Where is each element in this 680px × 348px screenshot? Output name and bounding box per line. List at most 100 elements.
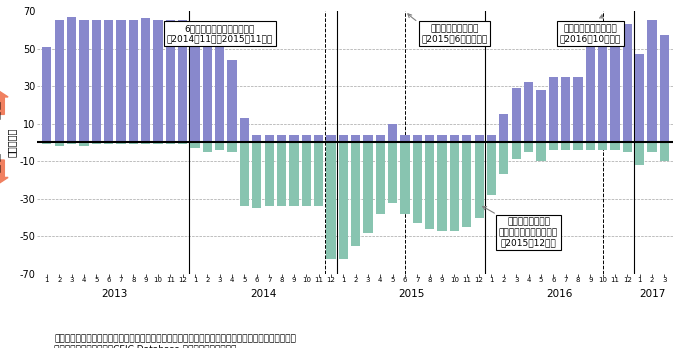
Bar — [80, 142, 88, 146]
Bar — [326, 142, 335, 259]
Bar — [413, 135, 422, 142]
Bar — [302, 142, 311, 206]
Bar — [511, 88, 521, 142]
Bar — [449, 135, 459, 142]
Bar — [116, 142, 126, 144]
Bar — [67, 17, 76, 142]
Bar — [166, 20, 175, 142]
Bar — [215, 142, 224, 150]
Bar — [499, 114, 509, 142]
Text: 備考：主要７０都市のうち、前月と比較して価格が上昇・低下した都市数。７０都市の残りは不変。: 備考：主要７０都市のうち、前月と比較して価格が上昇・低下した都市数。７０都市の残… — [54, 334, 296, 343]
Bar — [92, 20, 101, 142]
Bar — [449, 142, 459, 231]
Bar — [302, 135, 311, 142]
Bar — [289, 135, 299, 142]
Bar — [475, 135, 483, 142]
Bar — [561, 77, 571, 142]
Bar — [339, 142, 348, 259]
Bar — [462, 135, 471, 142]
Bar — [363, 142, 373, 233]
Bar — [141, 18, 150, 142]
Text: 2017: 2017 — [639, 289, 665, 299]
Bar — [129, 20, 138, 142]
Bar — [401, 135, 409, 142]
Bar — [42, 47, 52, 142]
Bar — [129, 142, 138, 144]
Bar — [240, 142, 249, 206]
Bar — [376, 142, 385, 214]
Bar — [190, 24, 200, 142]
Bar — [623, 24, 632, 142]
Bar — [326, 135, 335, 142]
Bar — [277, 142, 286, 206]
Bar — [437, 135, 447, 142]
Bar — [598, 22, 607, 142]
Text: 2013: 2013 — [101, 289, 128, 299]
Bar — [425, 142, 435, 229]
Bar — [561, 142, 571, 150]
Bar — [215, 45, 224, 142]
Text: 主要都市で価格抑制策
（2016年10月頃）: 主要都市で価格抑制策 （2016年10月頃） — [560, 15, 621, 44]
Bar — [203, 41, 212, 142]
Bar — [265, 135, 274, 142]
Bar — [228, 60, 237, 142]
Bar — [635, 54, 645, 142]
Bar — [549, 142, 558, 150]
Bar — [647, 142, 657, 152]
Bar — [487, 135, 496, 142]
Bar — [277, 135, 286, 142]
Bar — [351, 135, 360, 142]
Bar — [104, 20, 114, 142]
Bar — [228, 142, 237, 152]
Bar — [585, 142, 595, 150]
Text: 2015: 2015 — [398, 289, 424, 299]
Bar — [437, 142, 447, 231]
Bar — [537, 90, 545, 142]
Bar — [511, 142, 521, 159]
Bar — [388, 124, 397, 142]
Bar — [178, 20, 188, 142]
Bar — [314, 142, 323, 206]
Bar — [240, 118, 249, 142]
Bar — [203, 142, 212, 152]
Text: 価格が低下
した都市数: 価格が低下 した都市数 — [0, 154, 2, 173]
Bar — [339, 135, 348, 142]
Bar — [611, 142, 619, 150]
Bar — [413, 142, 422, 223]
Y-axis label: （都市数）: （都市数） — [7, 128, 17, 157]
Bar — [190, 142, 200, 148]
Bar — [573, 77, 583, 142]
Bar — [141, 142, 150, 144]
Bar — [660, 142, 669, 161]
Bar — [647, 20, 657, 142]
Text: 2014: 2014 — [250, 289, 276, 299]
Bar — [611, 22, 619, 142]
Text: 株式市況の大幅下落
（2015年6月ピーク）: 株式市況の大幅下落 （2015年6月ピーク） — [408, 14, 488, 44]
Bar — [252, 142, 262, 208]
Bar — [80, 20, 88, 142]
Bar — [154, 20, 163, 142]
Bar — [104, 142, 114, 144]
Bar — [42, 142, 52, 144]
Bar — [549, 77, 558, 142]
Bar — [524, 82, 533, 142]
Text: 2016: 2016 — [546, 289, 573, 299]
Bar — [166, 142, 175, 144]
Bar — [351, 142, 360, 246]
Bar — [252, 135, 262, 142]
Bar — [363, 135, 373, 142]
Bar — [573, 142, 583, 150]
Bar — [660, 35, 669, 142]
Text: 6回にわたる政策金利引下げ
（2014年11月～2015年11月）: 6回にわたる政策金利引下げ （2014年11月～2015年11月） — [167, 24, 273, 44]
Text: 価格が上昇
した都市数: 価格が上昇 した都市数 — [0, 101, 2, 121]
Bar — [92, 142, 101, 144]
Bar — [178, 142, 188, 144]
Bar — [425, 135, 435, 142]
Bar — [376, 135, 385, 142]
Bar — [462, 142, 471, 227]
Bar — [54, 142, 64, 146]
Bar — [598, 142, 607, 150]
Bar — [635, 142, 645, 165]
Bar — [524, 142, 533, 152]
Bar — [401, 142, 409, 214]
